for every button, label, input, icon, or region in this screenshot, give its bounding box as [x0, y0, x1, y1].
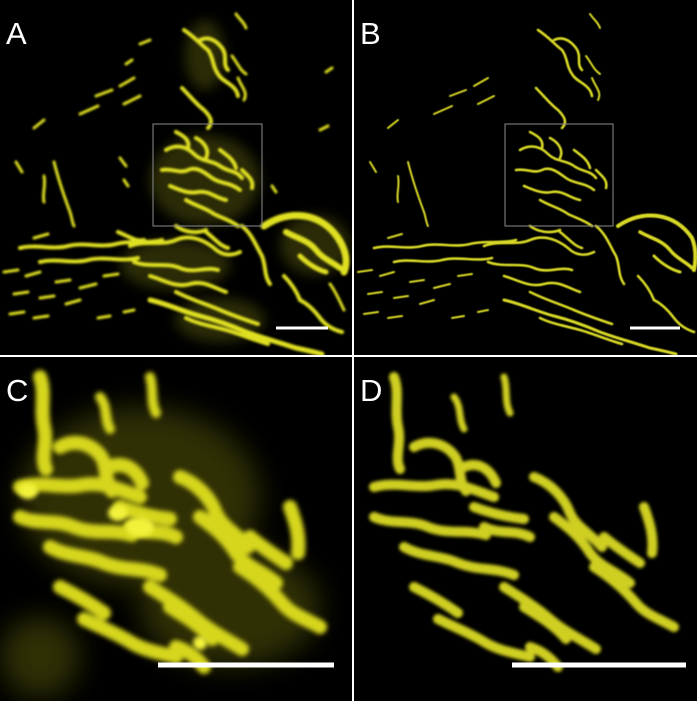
mitochondria-network [357, 13, 697, 355]
mitochondria-network [13, 370, 327, 674]
panel-label-a: A [6, 16, 27, 51]
micrograph-a [2, 12, 350, 355]
panel-label-d: D [360, 373, 383, 408]
inset-box [504, 123, 614, 227]
micrograph-b [357, 13, 697, 355]
micrograph-d [369, 372, 686, 672]
mitochondria-network [369, 372, 679, 672]
diffuse-signal [120, 20, 350, 342]
panel-label-b: B [360, 16, 381, 51]
micrograph-c [0, 370, 334, 697]
inset-box [152, 123, 263, 227]
mitochondria-network [2, 12, 350, 355]
panel-d: D [354, 357, 697, 701]
panel-b: B [354, 0, 697, 355]
panel-c: C [0, 357, 352, 701]
panel-label-c: C [6, 373, 29, 408]
panel-a: A [0, 0, 352, 355]
bright-spots [18, 483, 207, 650]
